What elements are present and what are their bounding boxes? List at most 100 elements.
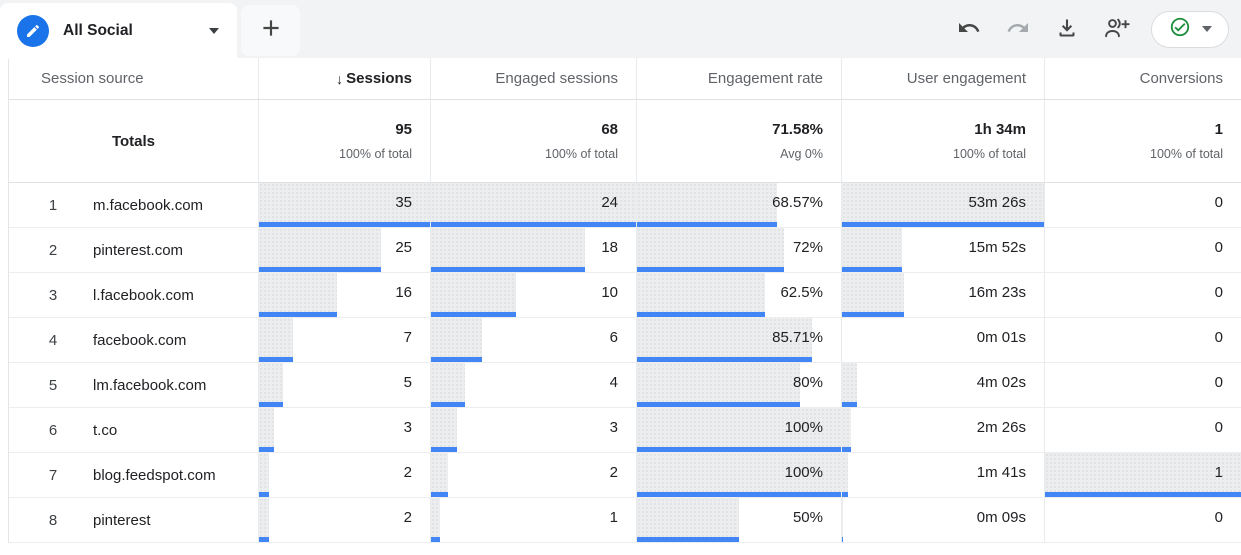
bar-underline — [637, 357, 812, 362]
bar-underline — [259, 447, 274, 452]
metric-cell: 53m 26s — [841, 183, 1044, 227]
bar-underline — [431, 357, 483, 362]
bar-underline — [842, 447, 852, 452]
bar-fill — [637, 408, 841, 447]
metric-cell: 7 — [258, 318, 430, 362]
column-header-conversions[interactable]: Conversions — [1044, 58, 1241, 99]
metric-cell: 0 — [1044, 273, 1241, 317]
metric-cell: 1 — [430, 498, 636, 542]
status-dropdown-button[interactable] — [1151, 10, 1229, 48]
bar-fill — [431, 228, 585, 267]
bar-fill — [431, 273, 517, 312]
table-row: 7 blog.feedspot.com 2 2 100% 1m 41s 1 — [9, 453, 1241, 498]
tab-all-social[interactable]: All Social — [0, 3, 237, 59]
metric-cell: 16m 23s — [841, 273, 1044, 317]
metric-value: 3 — [403, 419, 412, 436]
session-source-cell: 3 l.facebook.com — [9, 273, 258, 317]
row-index: 5 — [48, 376, 58, 394]
bar-underline — [259, 357, 294, 362]
check-circle-icon — [1169, 16, 1191, 43]
session-source-cell: 8 pinterest — [9, 498, 258, 542]
session-source-cell: 4 facebook.com — [9, 318, 258, 362]
bar-fill — [842, 363, 858, 402]
session-source-cell: 5 lm.facebook.com — [9, 363, 258, 407]
bar-underline — [259, 492, 269, 497]
metric-value: 1m 41s — [976, 464, 1026, 481]
plus-icon — [258, 15, 284, 46]
chevron-down-icon — [1201, 26, 1212, 32]
metric-value: 0m 01s — [976, 329, 1026, 346]
add-tab-button[interactable] — [241, 5, 300, 56]
totals-value: 95 — [395, 121, 412, 138]
bar-underline — [431, 222, 636, 227]
bar-fill — [259, 363, 284, 402]
totals-subtext: 100% of total — [545, 147, 618, 161]
metric-cell: 35 — [258, 183, 430, 227]
bar-underline — [431, 312, 517, 317]
table-body: 1 m.facebook.com 35 24 68.57% 53m 26s 0 2 pinter… — [9, 183, 1241, 543]
metric-value: 0 — [1214, 509, 1223, 526]
edit-pencil-icon — [17, 15, 49, 47]
bar-underline — [842, 402, 858, 407]
metric-cell: 4m 02s — [841, 363, 1044, 407]
bar-fill — [259, 183, 430, 222]
metric-cell: 100% — [636, 453, 841, 497]
session-source-value: blog.feedspot.com — [93, 466, 216, 484]
undo-icon — [957, 16, 981, 43]
metric-value: 1 — [609, 509, 618, 526]
metric-cell: 80% — [636, 363, 841, 407]
metric-cell: 6 — [430, 318, 636, 362]
bar-fill — [431, 183, 636, 222]
metric-cell: 0m 09s — [841, 498, 1044, 542]
bar-fill — [637, 363, 801, 402]
share-users-button[interactable] — [1102, 15, 1130, 43]
session-source-value: l.facebook.com — [93, 286, 194, 304]
metric-value: 72% — [792, 239, 823, 256]
metric-cell: 4 — [430, 363, 636, 407]
undo-button[interactable] — [955, 15, 983, 43]
metric-value: 35 — [395, 194, 412, 211]
totals-cell-label: Totals — [9, 100, 258, 182]
table-row: 8 pinterest 2 1 50% 0m 09s 0 — [9, 498, 1241, 543]
metric-value: 50% — [792, 509, 823, 526]
bar-fill — [637, 273, 765, 312]
bar-fill — [259, 318, 294, 357]
row-index: 8 — [48, 511, 58, 529]
metric-cell: 15m 52s — [841, 228, 1044, 272]
metric-cell: 2 — [258, 498, 430, 542]
metric-value: 0 — [1214, 194, 1223, 211]
metric-value: 2 — [609, 464, 618, 481]
metric-value: 2m 26s — [976, 419, 1026, 436]
totals-cell-sessions: 95 100% of total — [258, 100, 430, 182]
totals-cell-engaged-sessions: 68 100% of total — [430, 100, 636, 182]
bar-fill — [1045, 453, 1241, 492]
metric-value: 25 — [395, 239, 412, 256]
session-source-cell: 6 t.co — [9, 408, 258, 452]
metric-value: 16 — [395, 284, 412, 301]
metric-cell: 50% — [636, 498, 841, 542]
metric-cell: 2m 26s — [841, 408, 1044, 452]
column-header-session-source[interactable]: Session source — [41, 70, 144, 87]
bar-underline — [431, 402, 466, 407]
download-button[interactable] — [1053, 15, 1081, 43]
bar-underline — [431, 267, 585, 272]
sort-descending-icon: ↓ — [336, 70, 344, 87]
column-header-engaged-sessions[interactable]: Engaged sessions — [430, 58, 636, 99]
bar-fill — [842, 498, 843, 537]
metric-value: 0 — [1214, 419, 1223, 436]
redo-button[interactable] — [1004, 15, 1032, 43]
column-header-user-engagement[interactable]: User engagement — [841, 58, 1044, 99]
metric-value: 100% — [784, 419, 823, 436]
bar-underline — [259, 402, 284, 407]
row-index: 7 — [48, 466, 58, 484]
metric-value: 68.57% — [772, 194, 823, 211]
bar-underline — [259, 537, 269, 542]
metric-value: 24 — [601, 194, 618, 211]
column-header-sessions[interactable]: ↓ Sessions — [258, 58, 430, 99]
column-header-engagement-rate[interactable]: Engagement rate — [636, 58, 841, 99]
metric-cell: 0 — [1044, 408, 1241, 452]
metric-cell: 62.5% — [636, 273, 841, 317]
row-index: 2 — [48, 241, 58, 259]
metric-cell: 0 — [1044, 228, 1241, 272]
